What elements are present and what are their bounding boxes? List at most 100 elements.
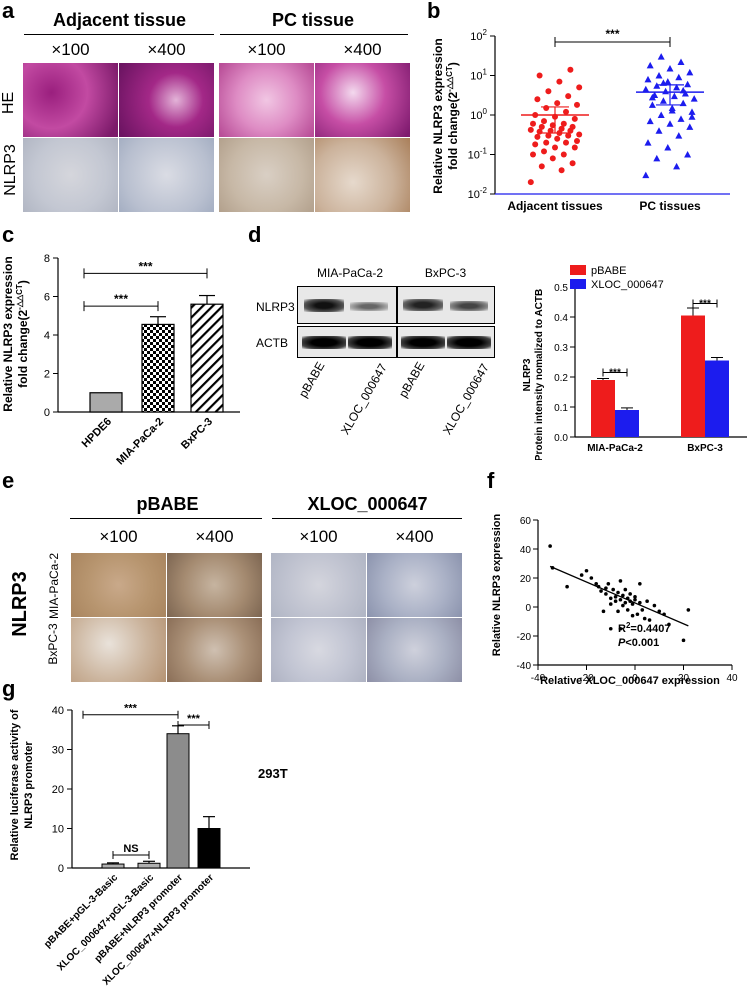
- chart-f-point: [625, 608, 630, 612]
- panel-e-group2-title: XLOC_000647: [307, 494, 428, 514]
- chart-g-category-label: XLOC_000647+NLRP3 promoter: [101, 872, 216, 987]
- chart-c-ytick-label: 8: [44, 253, 50, 265]
- chart-b-point: [659, 97, 667, 104]
- chart-b-point: [657, 111, 665, 118]
- chart-b-point: [571, 144, 578, 151]
- chart-b-point: [527, 179, 534, 186]
- chart-b-point: [538, 163, 545, 170]
- chart-d-sig-label: ***: [609, 368, 621, 379]
- chart-f-point: [613, 595, 618, 599]
- chart-d-ytick-label: 0.4: [554, 313, 568, 324]
- chart-b-point: [684, 80, 692, 88]
- panel-a-group2-title: PC tissue: [271, 10, 355, 30]
- panel-a-group1-title: Adjacent tissue: [52, 10, 187, 30]
- chart-b-point: [545, 132, 552, 139]
- he-pc-x400-image: [314, 62, 411, 138]
- chart-b-point: [574, 101, 580, 108]
- ihc-xloc-bxpc-x400-image: [366, 617, 463, 683]
- chart-f-ytick-label: 20: [520, 574, 532, 585]
- blot-actb-bxpc: [397, 326, 495, 358]
- chart-b-point: [576, 84, 583, 91]
- chart-f-point: [640, 608, 645, 612]
- chart-f-point: [686, 608, 691, 612]
- chart-f-xtick-label: -40: [531, 673, 546, 684]
- chart-b-point: [648, 101, 656, 108]
- chart-f-point: [645, 599, 649, 603]
- chart-g-ytick-label: 10: [52, 824, 64, 836]
- chart-d-plot: 0.0 0.1 0.2 0.3 0.4 0.5 MIA-PaCa-2 BxPC-3 *** ***…: [554, 265, 747, 454]
- chart-f-point: [548, 544, 552, 548]
- panel-label-e: e: [2, 468, 15, 493]
- panel-a-row-label-he: HE: [0, 91, 17, 114]
- chart-f-point: [633, 595, 637, 599]
- chart-b-ytick-label: 100: [470, 107, 487, 122]
- chart-c-ytick-label: 0: [44, 407, 50, 419]
- chart-b-point: [648, 93, 656, 101]
- chart-b-point: [541, 148, 547, 155]
- chart-b-point: [677, 115, 685, 122]
- chart-f-point: [613, 599, 618, 603]
- chart-c-ytick-label: 6: [44, 292, 50, 304]
- chart-d-bar: [705, 360, 729, 437]
- chart-b-point: [642, 171, 650, 179]
- chart-b-point: [556, 78, 563, 85]
- panel-e-row1-label: MIA-PaCa-2: [47, 552, 61, 620]
- band: [350, 302, 388, 311]
- chart-d-legend-swatch: [570, 279, 586, 289]
- chart-g-bar: [101, 863, 125, 869]
- chart-c-plot: 0 2 4 6 8 HPDE6 MIA-PaCa-2 BxPC-3 *** ***: [44, 253, 240, 465]
- panel-label-a: a: [2, 0, 15, 23]
- chart-d-bar: [681, 315, 705, 437]
- blot-cell2-label: BxPC-3: [424, 266, 467, 280]
- chart-b-sig-label: ***: [605, 27, 619, 41]
- chart-b-point: [554, 135, 561, 142]
- blot-cell1-label: MIA-PaCa-2: [316, 266, 384, 280]
- chart-f-point: [681, 638, 686, 643]
- panel-a-group1-line: [24, 34, 214, 35]
- chart-f-ytick-label: -20: [517, 632, 532, 643]
- chart-d-legend-label: pBABE: [591, 265, 626, 277]
- chart-b-category-label: Adjacent tissues: [507, 199, 603, 213]
- chart-d-ytick-label: 0.5: [554, 283, 568, 294]
- band: [348, 336, 392, 349]
- nlrp3-adjacent-x400-image: [118, 137, 215, 213]
- chart-f-point: [599, 589, 603, 593]
- panel-a-group2-line: [220, 34, 408, 35]
- chart-b-point: [690, 95, 698, 102]
- panel-e-group1-title: pBABE: [136, 494, 199, 514]
- chart-b-point: [558, 125, 565, 132]
- chart-f-pvalue: P<0.001: [618, 637, 659, 649]
- band: [450, 301, 488, 311]
- chart-f-point: [601, 609, 606, 614]
- band: [302, 336, 346, 349]
- chart-b-point: [686, 68, 694, 76]
- panel-e-group2-line: [272, 518, 462, 519]
- chart-f-xtick-label: 20: [678, 673, 690, 684]
- chart-c: 0 2 4 6 8 HPDE6 MIA-PaCa-2 BxPC-3 *** *** Relativ…: [1, 253, 240, 465]
- chart-b-point: [653, 154, 661, 162]
- chart-g-cell-line: 293T: [258, 766, 288, 781]
- chart-b-point: [569, 123, 576, 130]
- chart-c-ylabel-2: fold change(2-△△CT): [15, 280, 30, 388]
- chart-b-point: [527, 126, 534, 133]
- chart-b-point: [558, 167, 565, 174]
- chart-b-ylabel-1: Relative NLRP3 expression: [431, 38, 445, 193]
- chart-b-point: [646, 61, 654, 69]
- chart-f-point: [652, 603, 657, 608]
- chart-f-point: [630, 602, 635, 606]
- chart-b-point: [673, 83, 681, 91]
- chart-d-legend-swatch: [570, 265, 586, 275]
- chart-c-bar: [190, 303, 224, 413]
- chart-f-ytick-label: 40: [520, 545, 532, 556]
- chart-b-point: [560, 120, 567, 127]
- chart-f-ytick-label: 0: [525, 603, 531, 614]
- chart-b-point: [567, 66, 574, 73]
- he-adjacent-x100-image: [22, 62, 119, 138]
- chart-c-sig-label: ***: [138, 259, 152, 273]
- chart-b-point: [574, 137, 580, 144]
- panel-e-stain-label: NLRP3: [9, 571, 31, 637]
- chart-b-point: [670, 92, 678, 100]
- chart-b-point: [675, 73, 683, 81]
- chart-f-point: [584, 568, 589, 573]
- chart-f-point: [633, 597, 637, 602]
